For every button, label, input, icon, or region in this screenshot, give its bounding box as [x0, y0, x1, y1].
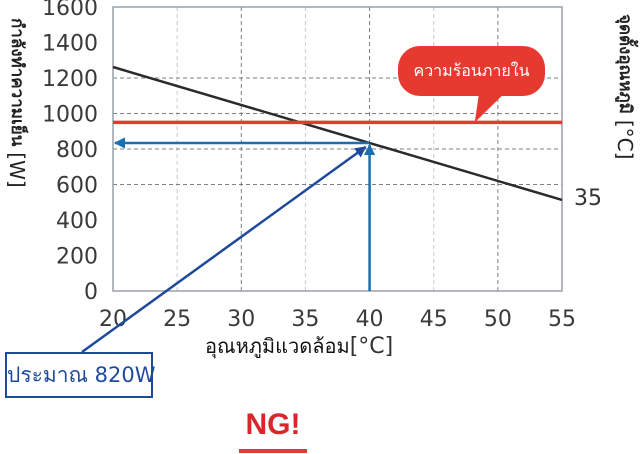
y-tick-label: 800	[56, 138, 98, 163]
marks	[81, 65, 563, 354]
y-tick-label: 600	[56, 174, 98, 199]
y2-axis-label: จุดตั้งอุณหภูมิ [°C]	[612, 14, 639, 159]
verdict-label: NG!	[245, 408, 301, 441]
reference-line-label: ความร้อนภายใน	[398, 46, 545, 96]
y-axis-unit: [W]	[5, 152, 29, 188]
x-axis-title: อุณหภูมิแวดล้อม	[205, 334, 350, 358]
x-axis-unit: [°C]	[349, 334, 394, 359]
bubble-tail	[474, 96, 502, 123]
callout-pointer-arrow	[81, 145, 367, 354]
y-ticks: 0 200 400 600 800 1000 1200 1400 1600	[42, 0, 98, 305]
callout-box: ประมาณ 820W	[5, 352, 156, 398]
plot-frame	[112, 6, 563, 292]
y-tick-label: 200	[56, 245, 98, 270]
x-tick-label: 20	[99, 307, 127, 332]
x-tick-label: 25	[163, 307, 191, 332]
verdict-underline	[239, 449, 307, 453]
y-axis-label: กำลังทำความเย็น [W]	[4, 18, 31, 188]
x-axis-label: อุณหภูมิแวดล้อม[°C]	[205, 330, 393, 362]
y-tick-label: 1600	[42, 0, 98, 21]
x-tick-label: 50	[484, 307, 512, 332]
x-tick-label: 55	[548, 307, 576, 332]
x-tick-label: 45	[420, 307, 448, 332]
x-tick-label: 30	[227, 307, 255, 332]
y-tick-label: 1200	[42, 67, 98, 92]
series-line	[112, 65, 563, 202]
y-tick-label: 400	[56, 209, 98, 234]
x-tick-label: 35	[291, 307, 319, 332]
series-label: 35	[574, 186, 602, 211]
y2-axis-unit: [°C]	[613, 119, 637, 160]
y-tick-label: 1000	[42, 103, 98, 128]
y2-axis-title: จุดตั้งอุณหภูมิ	[615, 14, 635, 114]
x-tick-label: 40	[356, 307, 384, 332]
y-axis-title: กำลังทำความเย็น	[7, 18, 27, 147]
x-ticks: 20 25 30 35 40 45 50 55	[99, 307, 576, 332]
y-tick-label: 1400	[42, 32, 98, 57]
y-tick-label: 0	[84, 280, 98, 305]
